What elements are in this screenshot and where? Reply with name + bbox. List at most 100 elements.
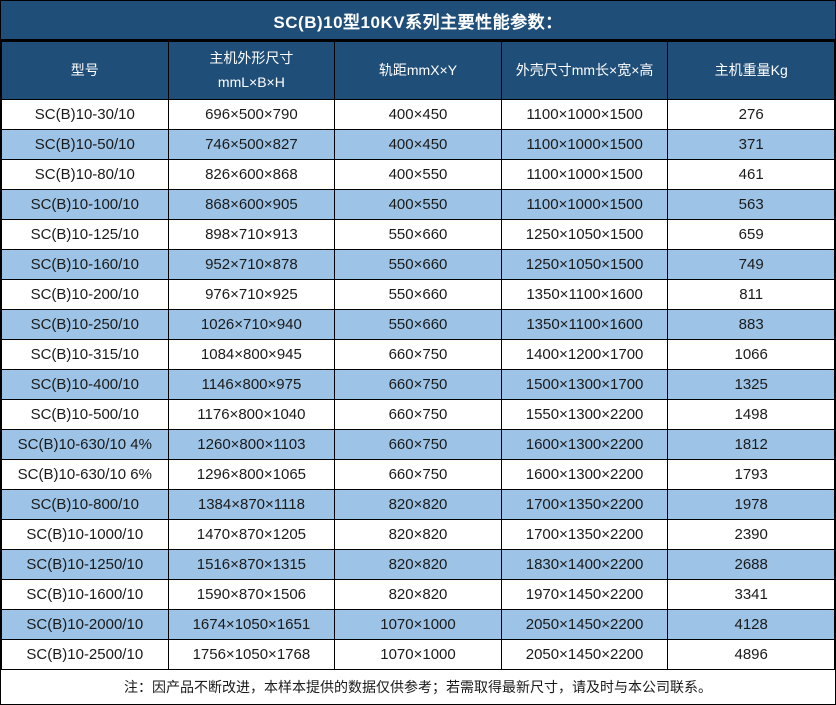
table-cell: 1756×1050×1768 — [167, 639, 336, 670]
table-cell: 1590×870×1506 — [167, 579, 336, 610]
table-cell: 276 — [667, 99, 835, 130]
table-cell: 1250×1050×1500 — [500, 249, 669, 280]
table-cell: 976×710×925 — [167, 279, 336, 310]
table-cell: 1350×1100×1600 — [500, 279, 669, 310]
table-cell: 826×600×868 — [167, 159, 336, 190]
table-cell: 1500×1300×1700 — [500, 369, 669, 400]
table-cell: 1260×800×1103 — [167, 429, 336, 460]
table-row: SC(B)10-1600/10 1590×870×1506 820×820 1970×… — [1, 579, 835, 610]
table-cell: 550×660 — [334, 249, 502, 280]
table-row: SC(B)10-315/10 1084×800×945 660×750 1400×12… — [1, 339, 835, 370]
table-title: SC(B)10型10KV系列主要性能参数： — [1, 1, 835, 41]
table-cell: 749 — [667, 249, 835, 280]
table-cell: 1600×1300×2200 — [500, 429, 669, 460]
table-row: SC(B)10-1000/10 1470×870×1205 820×820 1700×… — [1, 519, 835, 550]
column-header-model: 型号 — [1, 41, 169, 100]
table-cell: 563 — [667, 189, 835, 220]
table-row: SC(B)10-100/10 868×600×905 400×550 1100×100… — [1, 189, 835, 220]
table-cell: 1970×1450×2200 — [500, 579, 669, 610]
footnote: 注：因产品不断改进，本样本提供的数据仅供参考；若需取得最新尺寸，请及时与本公司联… — [1, 670, 835, 704]
table-cell: 1830×1400×2200 — [500, 549, 669, 580]
table-cell: 1700×1350×2200 — [500, 519, 669, 550]
table-cell: 1100×1000×1500 — [500, 159, 669, 190]
table-cell: 820×820 — [334, 549, 502, 580]
table-row: SC(B)10-250/10 1026×710×940 550×660 1350×11… — [1, 309, 835, 340]
table-row: SC(B)10-80/10 826×600×868 400×550 1100×1000… — [1, 159, 835, 190]
table-cell: 820×820 — [334, 519, 502, 550]
table-cell: SC(B)10-2000/10 — [1, 609, 169, 640]
table-cell: 1498 — [667, 399, 835, 430]
table-cell: 1384×870×1118 — [167, 489, 336, 520]
table-cell: 820×820 — [334, 489, 502, 520]
column-header-label: 主机重量Kg — [714, 61, 788, 78]
table-cell: 1100×1000×1500 — [500, 129, 669, 160]
column-header-label: 型号 — [70, 61, 99, 78]
table-body: SC(B)10-30/10 696×500×790 400×450 1100×1000… — [1, 99, 835, 670]
table-cell: SC(B)10-800/10 — [1, 489, 169, 520]
column-header-label: 外壳尺寸mm长×宽×高 — [515, 61, 654, 78]
table-cell: 1070×1000 — [334, 639, 502, 670]
table-cell: 746×500×827 — [167, 129, 336, 160]
table-cell: 1793 — [667, 459, 835, 490]
table-cell: 1400×1200×1700 — [500, 339, 669, 370]
table-cell: 2050×1450×2200 — [500, 639, 669, 670]
table-row: SC(B)10-630/10 4% 1260×800×1103 660×750 160… — [1, 429, 835, 460]
table-cell: 400×550 — [334, 189, 502, 220]
column-header-label: 轨距mmX×Y — [378, 61, 458, 78]
table-cell: 660×750 — [334, 369, 502, 400]
table-cell: 660×750 — [334, 459, 502, 490]
table-cell: 1812 — [667, 429, 835, 460]
table-cell: SC(B)10-630/10 6% — [1, 459, 169, 490]
table-cell: 461 — [667, 159, 835, 190]
table-cell: 660×750 — [334, 429, 502, 460]
table-cell: 659 — [667, 219, 835, 250]
table-cell: 1325 — [667, 369, 835, 400]
table-cell: 400×450 — [334, 129, 502, 160]
table-cell: 371 — [667, 129, 835, 160]
column-header-sublabel: mmL×B×H — [217, 73, 285, 90]
table-cell: 1066 — [667, 339, 835, 370]
table-cell: 660×750 — [334, 399, 502, 430]
table-cell: 3341 — [667, 579, 835, 610]
table-cell: 1100×1000×1500 — [500, 189, 669, 220]
table-cell: SC(B)10-80/10 — [1, 159, 169, 190]
column-header-rail-gauge: 轨距mmX×Y — [334, 41, 502, 100]
table-row: SC(B)10-400/10 1146×800×975 660×750 1500×13… — [1, 369, 835, 400]
table-cell: SC(B)10-1000/10 — [1, 519, 169, 550]
table-cell: 1600×1300×2200 — [500, 459, 669, 490]
table-cell: 868×600×905 — [167, 189, 336, 220]
column-header-shell-dimensions: 外壳尺寸mm长×宽×高 — [500, 41, 669, 100]
column-header-body-dimensions: 主机外形尺寸 mmL×B×H — [167, 41, 336, 100]
table-cell: 1516×870×1315 — [167, 549, 336, 580]
header-row: 型号 主机外形尺寸 mmL×B×H 轨距mmX×Y 外壳尺寸mm长×宽×高 主机… — [1, 41, 835, 100]
table-cell: SC(B)10-1600/10 — [1, 579, 169, 610]
table-cell: 1350×1100×1600 — [500, 309, 669, 340]
table-cell: 2050×1450×2200 — [500, 609, 669, 640]
table-cell: 4128 — [667, 609, 835, 640]
table-row: SC(B)10-160/10 952×710×878 550×660 1250×105… — [1, 249, 835, 280]
table-cell: 4896 — [667, 639, 835, 670]
table-cell: 1674×1050×1651 — [167, 609, 336, 640]
table-cell: SC(B)10-100/10 — [1, 189, 169, 220]
table-cell: 952×710×878 — [167, 249, 336, 280]
table-cell: 1146×800×975 — [167, 369, 336, 400]
table-cell: 1470×870×1205 — [167, 519, 336, 550]
table-cell: SC(B)10-30/10 — [1, 99, 169, 130]
table-cell: SC(B)10-630/10 4% — [1, 429, 169, 460]
table-cell: SC(B)10-125/10 — [1, 219, 169, 250]
table-cell: 660×750 — [334, 339, 502, 370]
table-cell: 1978 — [667, 489, 835, 520]
table-cell: 2390 — [667, 519, 835, 550]
table-cell: SC(B)10-50/10 — [1, 129, 169, 160]
table-cell: 1026×710×940 — [167, 309, 336, 340]
table-row: SC(B)10-50/10 746×500×827 400×450 1100×1000… — [1, 129, 835, 160]
table-row: SC(B)10-500/10 1176×800×1040 660×750 1550×1… — [1, 399, 835, 430]
table-row: SC(B)10-2500/10 1756×1050×1768 1070×1000 20… — [1, 639, 835, 670]
table-cell: SC(B)10-315/10 — [1, 339, 169, 370]
table-row: SC(B)10-800/10 1384×870×1118 820×820 1700×1… — [1, 489, 835, 520]
table-cell: 550×660 — [334, 219, 502, 250]
table-row: SC(B)10-125/10 898×710×913 550×660 1250×105… — [1, 219, 835, 250]
table-cell: 1550×1300×2200 — [500, 399, 669, 430]
table-cell: 400×450 — [334, 99, 502, 130]
